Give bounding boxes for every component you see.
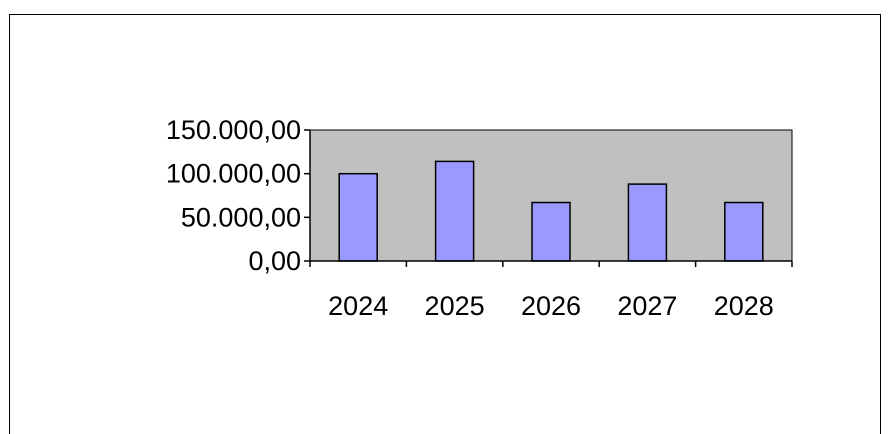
- x-axis: 2024 2025 2026 2027 2028: [309, 260, 793, 321]
- x-tick-label: 2024: [328, 291, 388, 321]
- x-tick-label: 2026: [521, 291, 581, 321]
- bar-2024: [338, 172, 378, 262]
- y-tick-label: 100.000,00: [166, 159, 301, 189]
- y-tick-label: 50.000,00: [181, 202, 301, 232]
- bar-2025: [434, 160, 475, 262]
- y-tick-label: 150.000,00: [166, 115, 301, 145]
- bar-2027: [627, 183, 668, 262]
- y-axis: 0,00 50.000,00 100.000,00 150.000,00: [166, 115, 311, 276]
- x-tick-label: 2025: [425, 291, 485, 321]
- bar-2026: [531, 201, 571, 262]
- y-tick-label: 0,00: [248, 246, 301, 276]
- bar-2028: [724, 201, 764, 262]
- x-tick-label: 2027: [617, 291, 677, 321]
- x-tick-label: 2028: [714, 291, 774, 321]
